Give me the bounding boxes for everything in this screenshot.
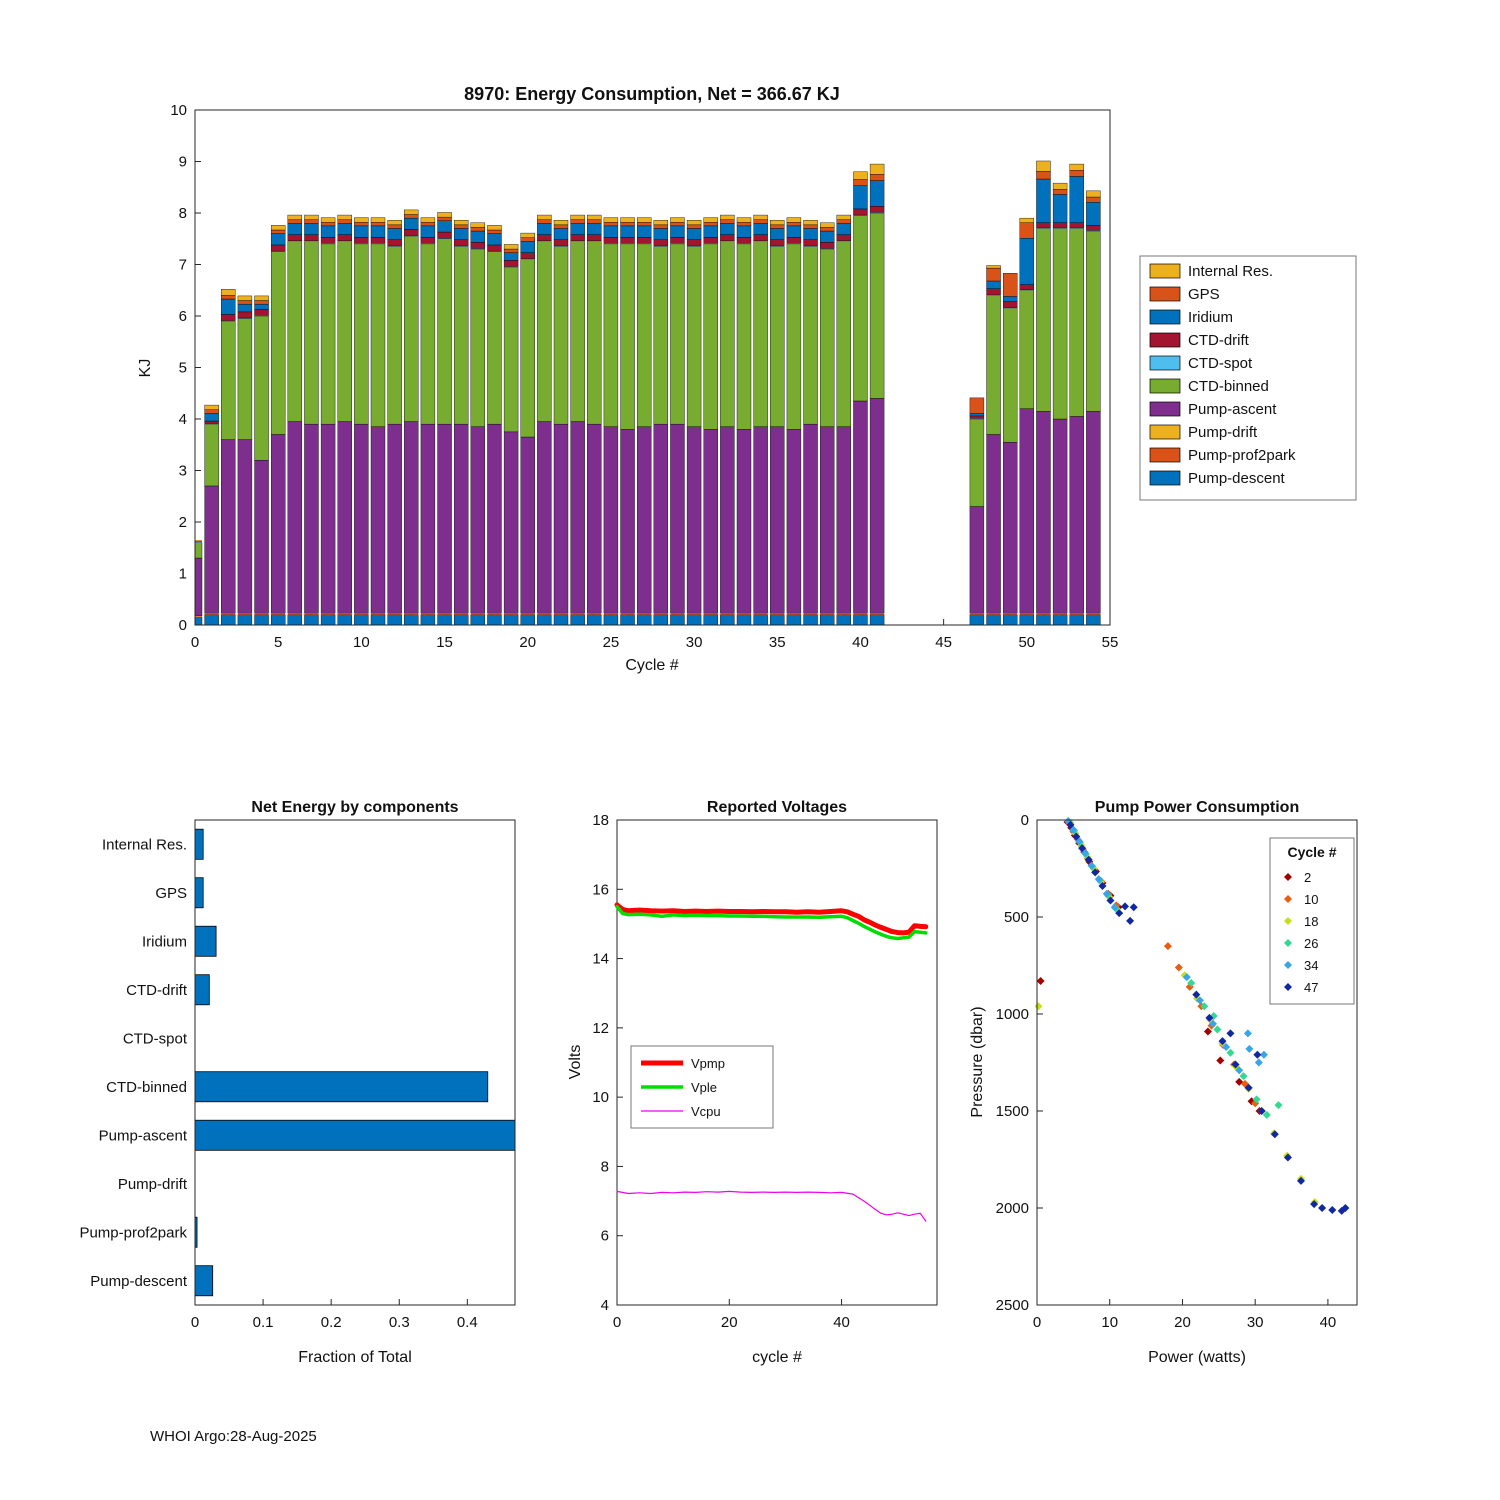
svg-text:Vcpu: Vcpu bbox=[691, 1104, 721, 1119]
svg-text:CTD-binned: CTD-binned bbox=[106, 1079, 187, 1096]
svg-text:GPS: GPS bbox=[155, 885, 187, 902]
svg-text:5: 5 bbox=[179, 360, 187, 377]
svg-text:Pump-drift: Pump-drift bbox=[118, 1176, 188, 1193]
svg-text:Pump-prof2park: Pump-prof2park bbox=[1188, 447, 1296, 464]
svg-text:5: 5 bbox=[274, 634, 282, 651]
svg-text:0.1: 0.1 bbox=[253, 1314, 274, 1331]
svg-text:16: 16 bbox=[592, 881, 609, 898]
svg-text:2: 2 bbox=[179, 514, 187, 531]
svg-text:Pump-drift: Pump-drift bbox=[1188, 424, 1258, 441]
svg-text:CTD-spot: CTD-spot bbox=[123, 1030, 188, 1047]
svg-text:Pressure (dbar): Pressure (dbar) bbox=[969, 1006, 986, 1117]
svg-text:0: 0 bbox=[191, 634, 199, 651]
svg-text:10: 10 bbox=[170, 102, 187, 119]
svg-text:7: 7 bbox=[179, 257, 187, 274]
svg-text:0: 0 bbox=[613, 1314, 621, 1331]
svg-text:Internal Res.: Internal Res. bbox=[1188, 263, 1273, 280]
svg-text:18: 18 bbox=[1304, 914, 1318, 929]
svg-text:4: 4 bbox=[601, 1297, 609, 1314]
svg-text:Iridium: Iridium bbox=[142, 933, 187, 950]
svg-text:10: 10 bbox=[592, 1089, 609, 1106]
svg-text:0: 0 bbox=[179, 617, 187, 634]
svg-text:2500: 2500 bbox=[996, 1297, 1029, 1314]
svg-text:40: 40 bbox=[833, 1314, 850, 1331]
svg-text:0: 0 bbox=[1021, 812, 1029, 829]
svg-text:0.4: 0.4 bbox=[457, 1314, 478, 1331]
svg-text:6: 6 bbox=[179, 308, 187, 325]
svg-text:45: 45 bbox=[935, 634, 952, 651]
svg-text:Fraction of Total: Fraction of Total bbox=[298, 1349, 412, 1366]
svg-text:3: 3 bbox=[179, 463, 187, 480]
svg-text:CTD-drift: CTD-drift bbox=[126, 982, 188, 999]
svg-text:8: 8 bbox=[179, 205, 187, 222]
svg-text:30: 30 bbox=[686, 634, 703, 651]
svg-text:10: 10 bbox=[1304, 892, 1318, 907]
svg-text:2000: 2000 bbox=[996, 1200, 1029, 1217]
svg-text:Cycle #: Cycle # bbox=[625, 657, 678, 674]
svg-text:1: 1 bbox=[179, 566, 187, 583]
svg-text:35: 35 bbox=[769, 634, 786, 651]
svg-text:Net Energy by components: Net Energy by components bbox=[251, 799, 458, 816]
svg-text:Iridium: Iridium bbox=[1188, 309, 1233, 326]
svg-text:Pump-descent: Pump-descent bbox=[1188, 470, 1286, 487]
svg-text:6: 6 bbox=[601, 1228, 609, 1245]
svg-text:Pump-descent: Pump-descent bbox=[90, 1273, 188, 1290]
svg-text:Pump-ascent: Pump-ascent bbox=[1188, 401, 1277, 418]
svg-text:15: 15 bbox=[436, 634, 453, 651]
svg-text:14: 14 bbox=[592, 951, 609, 968]
svg-text:55: 55 bbox=[1102, 634, 1119, 651]
svg-text:2: 2 bbox=[1304, 870, 1311, 885]
svg-text:10: 10 bbox=[1101, 1314, 1118, 1331]
svg-text:20: 20 bbox=[721, 1314, 738, 1331]
svg-text:0.3: 0.3 bbox=[389, 1314, 410, 1331]
svg-text:Vpmp: Vpmp bbox=[691, 1056, 725, 1071]
svg-text:40: 40 bbox=[1320, 1314, 1337, 1331]
svg-text:KJ: KJ bbox=[137, 359, 154, 378]
svg-text:40: 40 bbox=[852, 634, 869, 651]
svg-text:0: 0 bbox=[1033, 1314, 1041, 1331]
svg-text:Pump-prof2park: Pump-prof2park bbox=[79, 1224, 187, 1241]
svg-text:Volts: Volts bbox=[567, 1045, 584, 1080]
svg-text:Power (watts): Power (watts) bbox=[1148, 1349, 1246, 1366]
svg-text:Vple: Vple bbox=[691, 1080, 717, 1095]
svg-text:9: 9 bbox=[179, 154, 187, 171]
svg-text:Pump-ascent: Pump-ascent bbox=[99, 1127, 188, 1144]
svg-text:50: 50 bbox=[1018, 634, 1035, 651]
svg-text:47: 47 bbox=[1304, 980, 1318, 995]
svg-text:18: 18 bbox=[592, 812, 609, 829]
svg-text:0: 0 bbox=[191, 1314, 199, 1331]
svg-text:12: 12 bbox=[592, 1020, 609, 1037]
svg-text:Cycle #: Cycle # bbox=[1287, 844, 1336, 860]
svg-text:20: 20 bbox=[519, 634, 536, 651]
svg-text:1000: 1000 bbox=[996, 1006, 1029, 1023]
energy-consumption-chart: 0 5 10 15 20 25 30 35 40 45 50 550123456789108970: … bbox=[137, 84, 1357, 674]
svg-text:4: 4 bbox=[179, 411, 187, 428]
svg-text:20: 20 bbox=[1174, 1314, 1191, 1331]
svg-text:Reported Voltages: Reported Voltages bbox=[707, 799, 847, 816]
svg-text:34: 34 bbox=[1304, 958, 1318, 973]
svg-text:CTD-spot: CTD-spot bbox=[1188, 355, 1253, 372]
svg-text:Pump Power Consumption: Pump Power Consumption bbox=[1095, 799, 1299, 816]
svg-text:Internal Res.: Internal Res. bbox=[102, 836, 187, 853]
svg-text:0.2: 0.2 bbox=[321, 1314, 342, 1331]
svg-text:500: 500 bbox=[1004, 909, 1029, 926]
svg-text:1500: 1500 bbox=[996, 1103, 1029, 1120]
svg-text:25: 25 bbox=[603, 634, 620, 651]
svg-text:8970: Energy Consumption, Net: 8970: Energy Consumption, Net = 366.67 K… bbox=[464, 84, 840, 104]
svg-text:8: 8 bbox=[601, 1158, 609, 1175]
footer-text: WHOI Argo:28-Aug-2025 bbox=[150, 1428, 317, 1445]
svg-text:30: 30 bbox=[1247, 1314, 1264, 1331]
svg-text:GPS: GPS bbox=[1188, 286, 1220, 303]
svg-text:26: 26 bbox=[1304, 936, 1318, 951]
svg-text:cycle #: cycle # bbox=[752, 1349, 802, 1366]
svg-text:10: 10 bbox=[353, 634, 370, 651]
svg-text:CTD-binned: CTD-binned bbox=[1188, 378, 1269, 395]
svg-text:CTD-drift: CTD-drift bbox=[1188, 332, 1250, 349]
